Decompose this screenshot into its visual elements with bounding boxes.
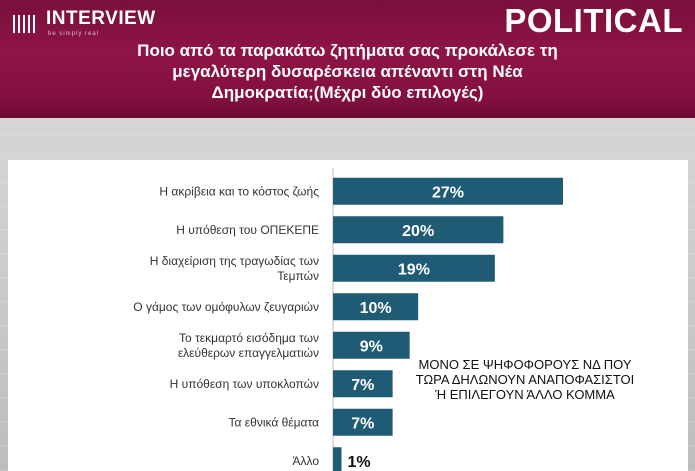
category-label: Το τεκμαρτό εισόδημα των ελεύθερων επαγγε… <box>178 331 319 360</box>
category-label: Η υπόθεση του ΟΠΕΚΕΠΕ <box>176 223 319 237</box>
bar <box>333 331 410 359</box>
category-label-line: Η διαχείριση της τραγωδίας των <box>150 254 319 268</box>
category-label: Άλλο <box>292 454 319 468</box>
bar <box>333 293 419 321</box>
bar <box>333 177 563 205</box>
bar-chart: 27% Η ακρίβεια και το κόστος ζωής 20% Η υπό… <box>133 168 563 471</box>
note-line: Ή ΕΠΙΛΕΓΟΥΝ ΆΛΛΟ ΚΟΜΜΑ <box>435 387 615 402</box>
note-line: ΜΟΝΟ ΣΕ ΨΗΦΟΦΟΡΟΥΣ ΝΔ ΠΟΥ <box>418 357 632 372</box>
data-label: 19% <box>398 261 430 278</box>
category-label-line: Τα εθνικά θέματα <box>229 415 320 429</box>
bar <box>333 216 504 244</box>
brand-title: POLITICAL <box>504 2 683 39</box>
category-label: Η ακρίβεια και το κόστος ζωής <box>159 184 319 198</box>
category-label-line: Άλλο <box>292 454 319 468</box>
category-label-line: Η ακρίβεια και το κόστος ζωής <box>159 184 319 198</box>
data-label: 9% <box>360 338 383 355</box>
category-label-line: Η υπόθεση των υποκλοπών <box>170 377 319 391</box>
category-label: Η υπόθεση των υποκλοπών <box>170 377 319 391</box>
data-label: 7% <box>351 415 374 432</box>
data-label: 10% <box>360 300 392 317</box>
category-label: Η διαχείριση της τραγωδίας των Τεμπών <box>150 254 319 283</box>
category-label: Ο γάμος των ομόφυλων ζευγαριών <box>133 300 319 314</box>
data-label: 1% <box>348 454 371 471</box>
category-label-line: Το τεκμαρτό εισόδημα των <box>179 331 319 345</box>
header-banner: INTERVIEW be simply real POLITICAL Ποιο … <box>0 0 695 118</box>
question-line: Ποιο από τα παρακάτω ζητήματα σας προκάλ… <box>137 41 558 60</box>
bar <box>333 408 393 436</box>
interview-logo-icon <box>13 15 35 33</box>
bar <box>333 370 393 398</box>
chart-panel: 27% Η ακρίβεια και το κόστος ζωής 20% Η υπό… <box>8 160 688 471</box>
data-label: 7% <box>351 377 374 394</box>
category-label-line: Τεμπών <box>277 269 319 283</box>
category-label: Τα εθνικά θέματα <box>229 415 320 429</box>
category-label-line: ελεύθερων επαγγελματιών <box>178 346 319 360</box>
sample-note: ΜΟΝΟ ΣΕ ΨΗΦΟΦΟΡΟΥΣ ΝΔ ΠΟΥ ΤΩΡΑ ΔΗΛΩΝΟΥΝ … <box>405 357 645 402</box>
data-label: 27% <box>432 184 464 201</box>
data-label: 20% <box>402 223 434 240</box>
bar <box>333 447 342 471</box>
question-line: Δημοκρατία;(Μέχρι δύο επιλογές) <box>211 83 484 102</box>
question-title: Ποιο από τα παρακάτω ζητήματα σας προκάλ… <box>60 40 635 103</box>
logo-tagline: be simply real <box>48 31 100 37</box>
question-line: μεγαλύτερη δυσαρέσκεια απέναντι στη Νέα <box>172 62 523 81</box>
bar <box>333 254 495 282</box>
logo-name: INTERVIEW <box>46 8 156 29</box>
note-line: ΤΩΡΑ ΔΗΛΩΝΟΥΝ ΑΝΑΠΟΦΑΣΙΣΤΟΙ <box>415 372 635 387</box>
category-label-line: Ο γάμος των ομόφυλων ζευγαριών <box>133 300 319 314</box>
category-label-line: Η υπόθεση του ΟΠΕΚΕΠΕ <box>176 223 319 237</box>
